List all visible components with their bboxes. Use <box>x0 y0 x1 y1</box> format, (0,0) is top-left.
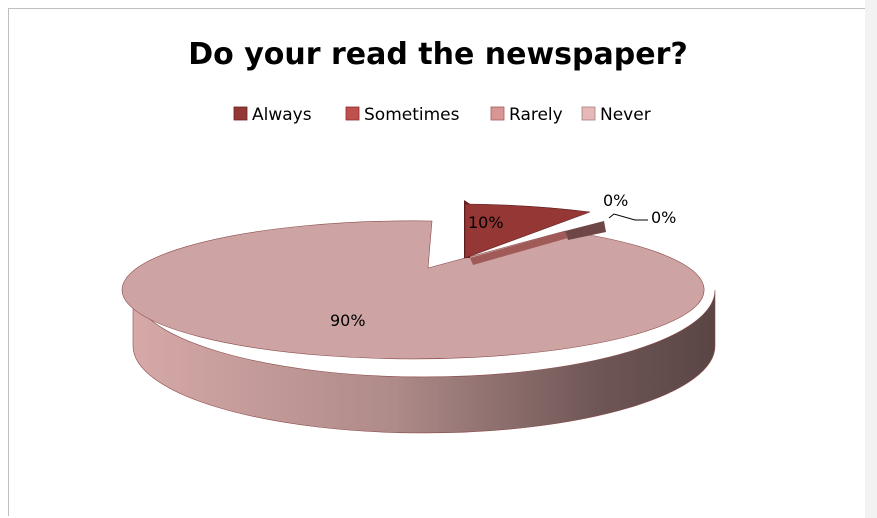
data-label-rarely: 0% <box>651 208 676 227</box>
window-scroll-edge <box>865 0 877 518</box>
pie-slices <box>121 200 716 434</box>
legend-label-never: Never <box>600 105 651 125</box>
slice-never <box>121 220 705 360</box>
legend-swatch-rarely <box>490 106 505 121</box>
chart-area <box>8 8 865 516</box>
legend-label-always: Always <box>252 105 312 125</box>
slice-always <box>464 203 591 259</box>
data-label-never: 90% <box>330 311 366 330</box>
legend-label-sometimes: Sometimes <box>364 105 460 125</box>
chart-title: Do your read the newspaper? <box>188 37 688 72</box>
data-labels: 10% 0% 0% 90% <box>330 191 676 330</box>
legend-swatch-sometimes <box>345 106 360 121</box>
slice-never-side <box>132 289 716 434</box>
legend-swatch-always <box>233 106 248 121</box>
leader-line-rarely <box>608 213 648 221</box>
slice-sometimes <box>470 231 568 265</box>
slice-rarely <box>565 221 606 240</box>
legend-swatch-never <box>581 106 596 121</box>
legend-label-rarely: Rarely <box>509 105 563 125</box>
chart-legend: Always Sometimes Rarely Never <box>233 105 651 125</box>
data-label-always: 10% <box>468 213 504 232</box>
data-label-sometimes: 0% <box>603 191 628 210</box>
